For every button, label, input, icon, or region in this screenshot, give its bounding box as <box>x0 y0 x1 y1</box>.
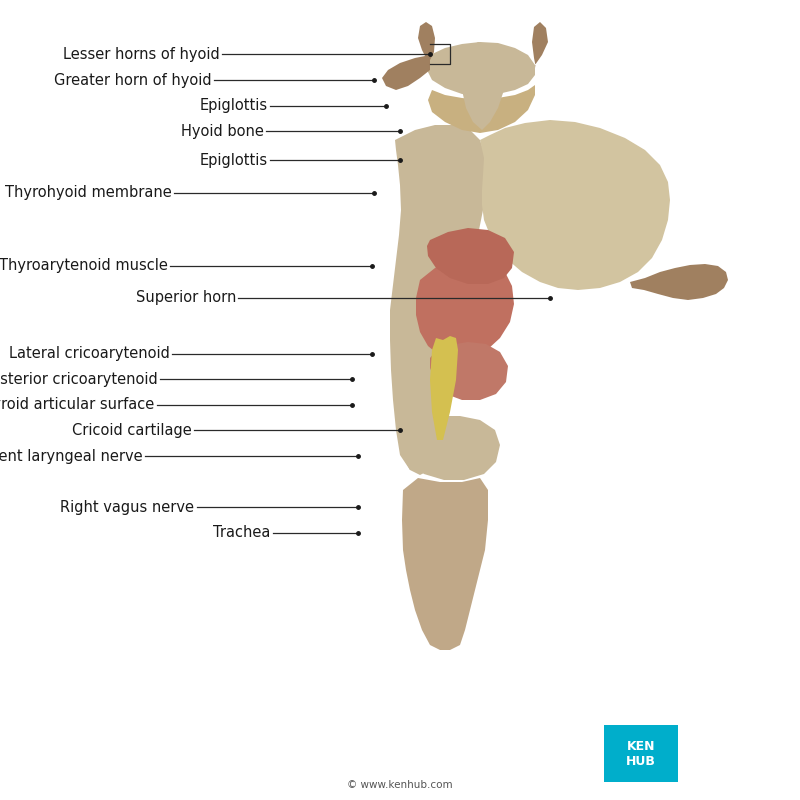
Text: Hyoid bone: Hyoid bone <box>181 124 264 138</box>
Text: Trachea: Trachea <box>213 526 270 540</box>
Polygon shape <box>427 42 535 95</box>
Text: Lesser horns of hyoid: Lesser horns of hyoid <box>63 47 220 62</box>
Polygon shape <box>532 22 548 68</box>
Text: Epiglottis: Epiglottis <box>200 153 268 167</box>
Polygon shape <box>430 342 508 400</box>
Polygon shape <box>392 310 442 475</box>
Polygon shape <box>416 258 514 360</box>
Text: Epiglottis: Epiglottis <box>200 98 268 113</box>
Polygon shape <box>630 264 728 300</box>
Polygon shape <box>427 228 514 284</box>
Text: KEN
HUB: KEN HUB <box>626 739 656 768</box>
Polygon shape <box>418 22 435 62</box>
Polygon shape <box>382 55 430 90</box>
Text: Thyroid articular surface: Thyroid articular surface <box>0 398 154 412</box>
Polygon shape <box>428 85 535 133</box>
Polygon shape <box>480 120 670 290</box>
Text: Recurrent laryngeal nerve: Recurrent laryngeal nerve <box>0 449 142 463</box>
Text: Cricoid cartilage: Cricoid cartilage <box>72 423 192 438</box>
Text: Lateral cricoarytenoid: Lateral cricoarytenoid <box>9 346 170 361</box>
Text: Thyrohyoid membrane: Thyrohyoid membrane <box>6 186 172 200</box>
Polygon shape <box>400 416 500 480</box>
Polygon shape <box>390 125 487 470</box>
FancyBboxPatch shape <box>604 725 678 782</box>
Polygon shape <box>402 478 488 650</box>
Text: Thyroarytenoid muscle: Thyroarytenoid muscle <box>0 258 168 273</box>
Text: Right vagus nerve: Right vagus nerve <box>61 500 194 514</box>
Polygon shape <box>462 42 505 130</box>
Text: Posterior cricoarytenoid: Posterior cricoarytenoid <box>0 372 158 386</box>
Text: © www.kenhub.com: © www.kenhub.com <box>347 781 453 790</box>
Polygon shape <box>430 336 458 440</box>
Text: Superior horn: Superior horn <box>136 290 236 305</box>
Text: Greater horn of hyoid: Greater horn of hyoid <box>54 73 212 87</box>
